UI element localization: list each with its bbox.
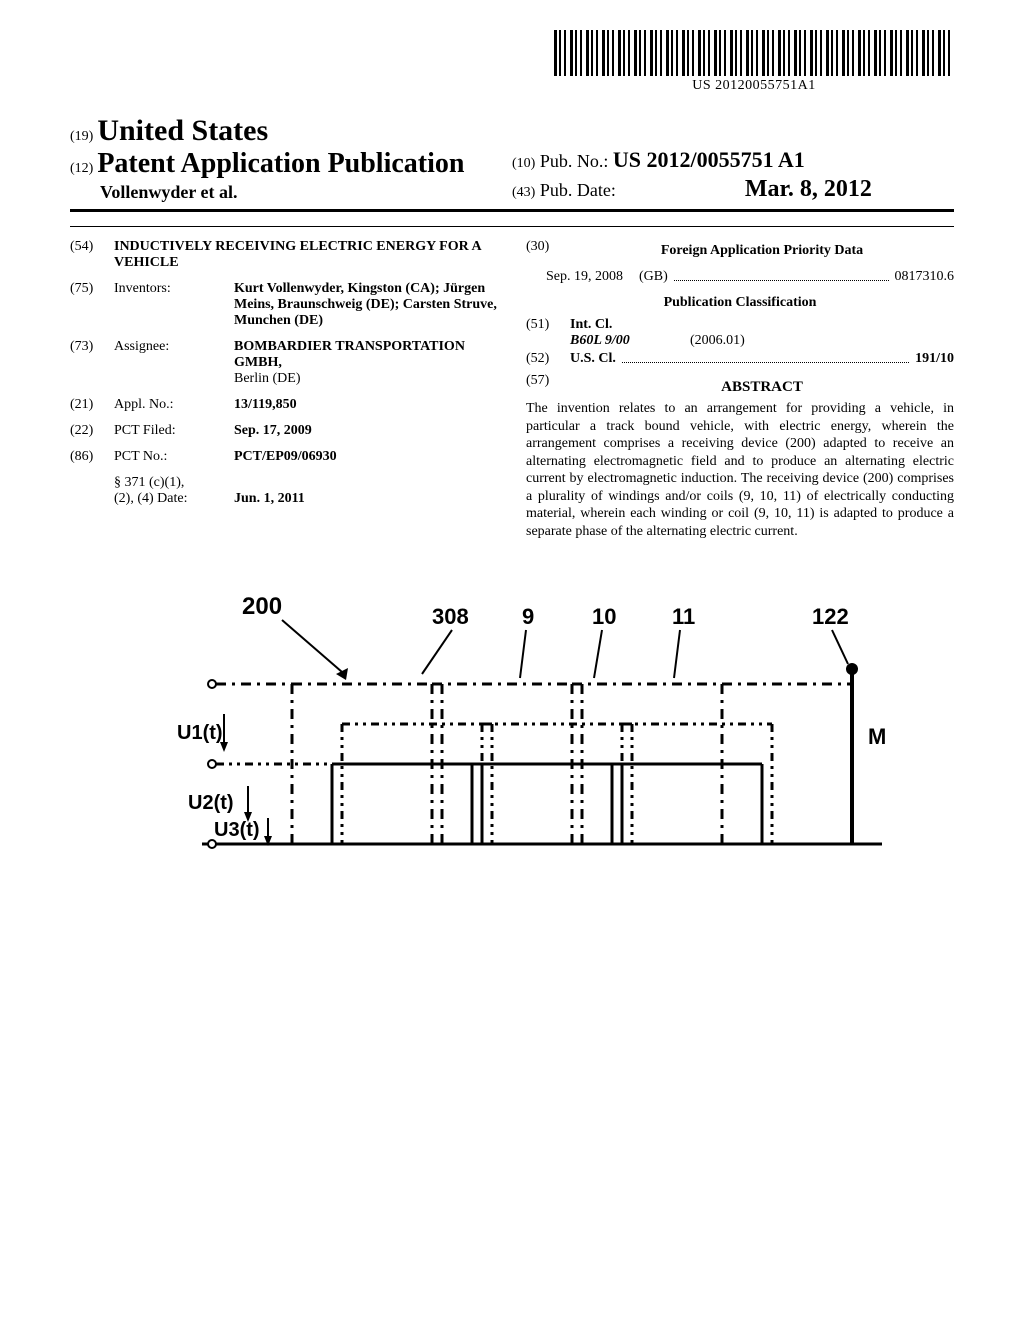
header-rule-thick (70, 209, 954, 212)
pct-no-value: PCT/EP09/06930 (234, 449, 337, 464)
foreign-date: Sep. 19, 2008 (546, 269, 623, 285)
header-pub-title: Patent Application Publication (97, 148, 464, 179)
svg-text:122: 122 (812, 604, 849, 629)
dotfill-2 (622, 347, 909, 363)
code-30: (30) (526, 239, 570, 265)
sect371-value: Jun. 1, 2011 (234, 491, 305, 507)
pubdate-value: Mar. 8, 2012 (745, 176, 872, 202)
inventors-label: Inventors: (114, 281, 234, 329)
header-country: United States (97, 114, 268, 147)
pubno-label: Pub. No.: (540, 151, 609, 171)
uscl-label: U.S. Cl. (570, 351, 616, 367)
svg-text:11: 11 (672, 604, 695, 629)
appl-label: Appl. No.: (114, 397, 234, 413)
pct-filed-label: PCT Filed: (114, 423, 234, 439)
prefix-43: (43) (512, 185, 535, 200)
header-authors: Vollenwyder et al. (100, 182, 512, 203)
left-column: (54) INDUCTIVELY RECEIVING ELECTRIC ENER… (70, 239, 498, 540)
code-57: (57) (526, 373, 570, 400)
svg-text:308: 308 (432, 604, 469, 629)
inventors-value: Kurt Vollenwyder, Kingston (CA); Jürgen … (234, 281, 497, 328)
dotfill (674, 265, 889, 281)
prefix-10: (10) (512, 156, 535, 171)
barcode (554, 30, 954, 76)
svg-text:U3(t): U3(t) (214, 819, 260, 841)
assignee-value-1: BOMBARDIER TRANSPORTATION GMBH, (234, 339, 465, 370)
figure: U1(t) U2(t) U3(t) 200 M 308 9 10 11 122 (70, 574, 954, 874)
circuit-diagram: U1(t) U2(t) U3(t) 200 M 308 9 10 11 122 (122, 574, 902, 874)
assignee-label: Assignee: (114, 339, 234, 387)
svg-text:200: 200 (242, 593, 282, 620)
svg-text:9: 9 (522, 604, 534, 629)
uscl-value: 191/10 (915, 351, 954, 367)
code-22: (22) (70, 423, 114, 439)
top-region: US 20120055751A1 (70, 30, 954, 110)
code-86: (86) (70, 449, 114, 465)
barcode-caption: US 20120055751A1 (554, 78, 954, 94)
sect371-line2: (2), (4) Date: (114, 491, 234, 507)
code-54: (54) (70, 239, 114, 271)
foreign-cc: (GB) (639, 269, 668, 285)
foreign-title: Foreign Application Priority Data (570, 243, 954, 259)
appl-value: 13/119,850 (234, 397, 297, 412)
header-rule-thin (70, 226, 954, 227)
foreign-num: 0817310.6 (895, 269, 955, 285)
code-52: (52) (526, 351, 570, 367)
code-21: (21) (70, 397, 114, 413)
pct-filed-value: Sep. 17, 2009 (234, 423, 312, 438)
header: (19) United States (12) Patent Applicati… (70, 114, 954, 203)
code-73: (73) (70, 339, 114, 387)
svg-text:M: M (868, 724, 886, 749)
pubclass-title: Publication Classification (526, 295, 954, 311)
abstract-body: The invention relates to an arrangement … (526, 400, 954, 540)
pct-no-label: PCT No.: (114, 449, 234, 465)
svg-text:U2(t): U2(t) (188, 792, 234, 814)
invention-title: INDUCTIVELY RECEIVING ELECTRIC ENERGY FO… (114, 239, 498, 271)
intcl-label: Int. Cl. (570, 317, 612, 332)
prefix-12: (12) (70, 161, 93, 176)
barcode-block: US 20120055751A1 (554, 30, 954, 94)
biblio-columns: (54) INDUCTIVELY RECEIVING ELECTRIC ENER… (70, 239, 954, 540)
pubdate-label: Pub. Date: (540, 180, 616, 200)
pubno-value: US 2012/0055751 A1 (613, 147, 805, 172)
svg-text:10: 10 (592, 604, 616, 629)
abstract-title: ABSTRACT (570, 379, 954, 396)
right-column: (30) Foreign Application Priority Data S… (526, 239, 954, 540)
sect371-label: § 371 (c)(1), (114, 475, 305, 491)
code-75: (75) (70, 281, 114, 329)
svg-text:U1(t): U1(t) (177, 722, 223, 744)
code-51: (51) (526, 317, 570, 349)
assignee-value-2: Berlin (DE) (234, 371, 300, 386)
prefix-19: (19) (70, 129, 93, 144)
